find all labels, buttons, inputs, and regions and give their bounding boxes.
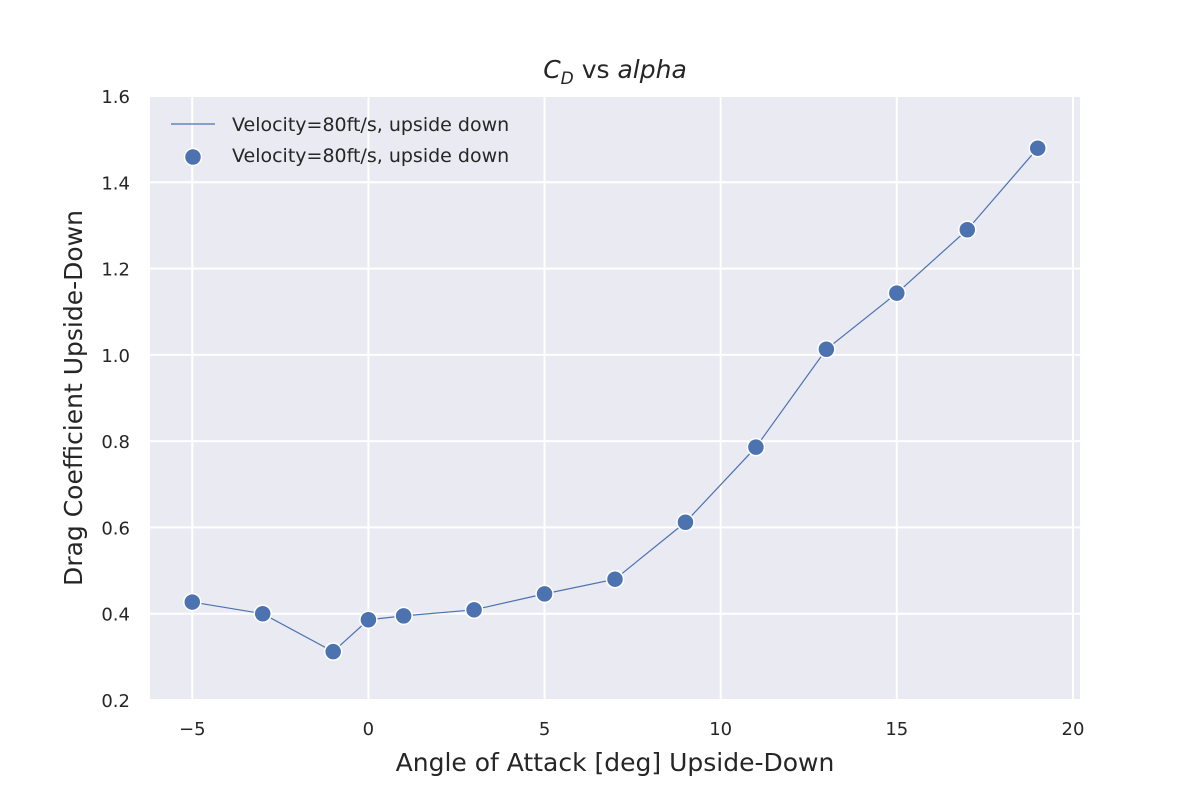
y-axis-label: Drag Coefficient Upside-Down bbox=[59, 210, 88, 586]
y-tick-label: 1.6 bbox=[101, 87, 130, 108]
plot-background bbox=[150, 96, 1080, 700]
y-tick-labels: 0.2 0.4 0.6 0.8 1.0 1.2 1.4 1.6 bbox=[101, 87, 130, 712]
data-point bbox=[323, 642, 343, 661]
data-point bbox=[183, 592, 202, 612]
x-tick-label: 20 bbox=[1062, 719, 1085, 740]
x-tick-label: 10 bbox=[709, 719, 732, 740]
y-tick-label: 0.8 bbox=[101, 432, 130, 453]
data-point bbox=[359, 610, 378, 630]
data-point bbox=[253, 604, 272, 623]
data-point bbox=[746, 437, 766, 457]
x-tick-label: 15 bbox=[885, 719, 908, 740]
y-tick-label: 0.2 bbox=[101, 691, 130, 712]
data-point bbox=[817, 339, 836, 359]
x-tick-labels: −5 0 5 10 15 20 bbox=[179, 719, 1084, 740]
legend-marker-label: Velocity=80ft/s, upside down bbox=[232, 145, 509, 167]
x-tick-label: 5 bbox=[539, 719, 550, 740]
y-tick-label: 0.6 bbox=[101, 518, 130, 539]
x-tick-label: 0 bbox=[363, 719, 374, 740]
data-point bbox=[535, 584, 554, 604]
y-tick-label: 1.0 bbox=[101, 346, 130, 367]
data-point bbox=[676, 513, 695, 532]
data-point bbox=[394, 606, 413, 626]
data-point bbox=[958, 220, 977, 239]
data-point bbox=[887, 283, 907, 303]
data-point bbox=[464, 600, 484, 620]
y-tick-label: 0.4 bbox=[101, 605, 130, 626]
chart-title: CD vs alpha bbox=[543, 55, 687, 89]
y-tick-label: 1.2 bbox=[101, 260, 130, 281]
legend-line-label: Velocity=80ft/s, upside down bbox=[232, 114, 509, 136]
data-point bbox=[605, 569, 625, 589]
data-point bbox=[1028, 138, 1047, 158]
y-tick-label: 1.4 bbox=[101, 173, 130, 194]
legend-marker-swatch bbox=[183, 147, 203, 167]
series-layer bbox=[183, 138, 1047, 661]
legend: Velocity=80ft/s, upside down Velocity=80… bbox=[171, 114, 509, 167]
x-tick-label: −5 bbox=[179, 719, 206, 740]
grid bbox=[150, 95, 1080, 701]
x-axis-label: Angle of Attack [deg] Upside-Down bbox=[396, 748, 835, 777]
